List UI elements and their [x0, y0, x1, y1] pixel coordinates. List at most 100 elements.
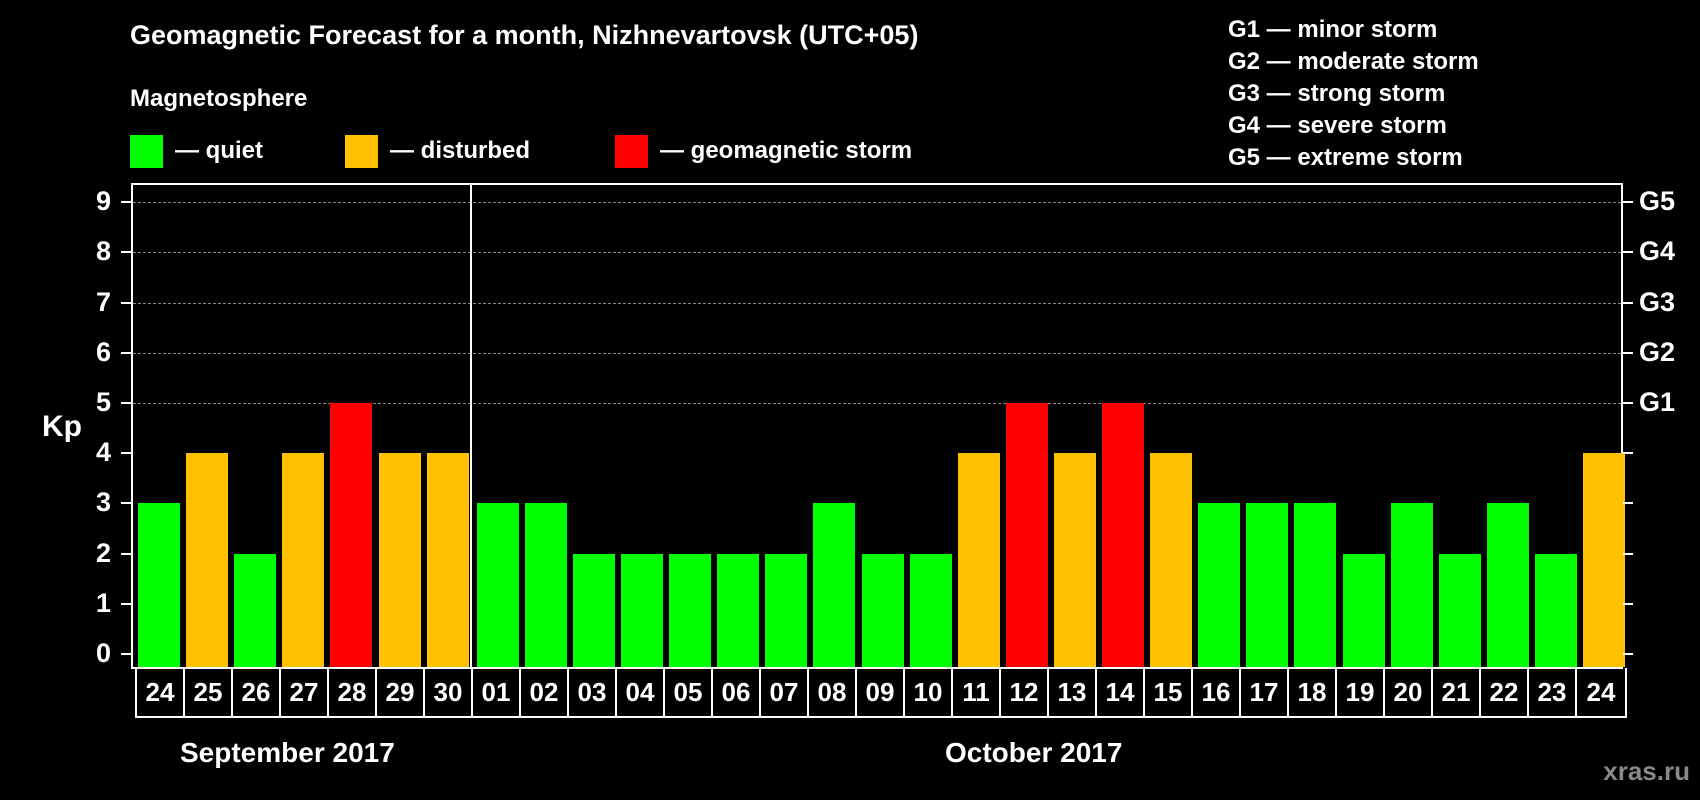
y-tick-label: 3 — [95, 487, 111, 518]
month-label-september: September 2017 — [180, 737, 395, 768]
x-day-label: 15 — [1145, 668, 1193, 716]
grid-line — [133, 403, 1621, 404]
y-tick-right — [1623, 452, 1633, 455]
y-tick-left — [121, 351, 131, 354]
x-day-label: 12 — [1001, 668, 1049, 716]
g-scale-item: G4 — severe storm — [1228, 112, 1447, 139]
x-day-label: 07 — [761, 668, 809, 716]
month-divider — [470, 185, 472, 667]
bar-storm — [330, 403, 373, 667]
x-day-label: 01 — [473, 668, 521, 716]
y-tick-right — [1623, 351, 1633, 354]
bar-quiet — [524, 503, 567, 667]
y-tick-right — [1623, 201, 1633, 204]
disturbed-swatch — [345, 134, 378, 168]
bar-quiet — [717, 553, 760, 667]
y-tick-label: 9 — [95, 186, 111, 217]
x-day-label: 09 — [857, 668, 905, 716]
bar-disturbed — [1583, 453, 1625, 667]
x-day-label: 06 — [713, 668, 761, 716]
x-day-label: 20 — [1385, 668, 1433, 716]
x-day-label: 21 — [1433, 668, 1481, 716]
legend-label: — geomagnetic storm — [660, 137, 913, 164]
y-tick-left — [121, 251, 131, 254]
bar-quiet — [1246, 503, 1289, 667]
bar-disturbed — [426, 453, 469, 667]
y-tick-left — [121, 502, 131, 505]
x-day-label: 16 — [1193, 668, 1241, 716]
x-day-label: 13 — [1049, 668, 1097, 716]
y-tick-label: 0 — [95, 638, 111, 668]
g-scale-legend: G1 — minor storm G2 — moderate storm G3 … — [1228, 14, 1479, 174]
x-day-label: 25 — [185, 668, 233, 716]
y-tick-left — [121, 452, 131, 455]
bar-quiet — [234, 553, 277, 667]
bar-quiet — [1390, 503, 1433, 667]
g-level-label: G2 — [1639, 336, 1676, 367]
y-tick-left — [121, 552, 131, 555]
legend-label: — quiet — [175, 137, 263, 164]
x-day-label: 24 — [1586, 676, 1616, 707]
x-day-label: 17 — [1241, 668, 1289, 716]
bar-quiet — [572, 553, 615, 667]
g-scale-item: G1 — minor storm — [1228, 16, 1438, 43]
y-tick-right — [1623, 653, 1633, 655]
y-tick-label: 1 — [95, 587, 111, 618]
legend-quiet: — quiet — [130, 134, 263, 168]
bar-quiet — [1438, 553, 1481, 667]
y-tick-left — [121, 201, 131, 204]
bar-storm — [1005, 403, 1048, 667]
y-tick-left — [121, 402, 131, 404]
y-tick-label: 7 — [95, 286, 111, 317]
grid-line — [133, 252, 1621, 254]
bar-quiet — [669, 553, 712, 667]
bar-disturbed — [1150, 453, 1193, 667]
y-tick-label: 8 — [95, 236, 111, 267]
x-day-label: 27 — [281, 668, 329, 716]
watermark: xras.ru — [1603, 756, 1690, 786]
g-scale-item: G2 — moderate storm — [1228, 48, 1479, 75]
g-level-label: G5 — [1639, 186, 1676, 217]
y-tick-label: 6 — [95, 336, 111, 367]
bar-quiet — [1342, 553, 1385, 667]
x-axis-day-labels: 24 25 26 27 28 29 30 01 02 03 04 05 06 07 08 09 10 11 12 13… — [135, 668, 1627, 718]
bar-quiet — [476, 503, 519, 667]
grid-line — [133, 302, 1621, 304]
bar-quiet — [1294, 503, 1337, 667]
bar-quiet — [138, 503, 180, 667]
grid-line — [133, 352, 1621, 354]
y-tick-label: 5 — [95, 387, 111, 417]
grid-line — [133, 202, 1621, 204]
legend-disturbed: — disturbed — [345, 134, 530, 168]
bar-quiet — [1486, 503, 1529, 667]
g-level-label: G1 — [1639, 387, 1676, 417]
y-tick-right — [1623, 552, 1633, 555]
bar-disturbed — [378, 453, 421, 667]
bar-quiet — [1534, 553, 1577, 667]
x-day-label: 30 — [425, 668, 473, 716]
x-day-label: 05 — [665, 668, 713, 716]
y-tick-right — [1623, 502, 1633, 505]
x-day-label: 11 — [953, 668, 1001, 716]
x-day-label: 04 — [617, 668, 665, 716]
y-tick-label: 2 — [95, 537, 111, 568]
bar-quiet — [909, 553, 952, 667]
bar-disturbed — [957, 453, 1000, 667]
bar-disturbed — [1053, 453, 1096, 667]
y-tick-left — [121, 602, 131, 605]
x-day-label: 26 — [233, 668, 281, 716]
g-scale-item: G5 — extreme storm — [1228, 144, 1463, 171]
x-day-label: 10 — [905, 668, 953, 716]
g-level-label: G4 — [1639, 236, 1676, 267]
plot-area: 0 1 2 3 4 5 G1 6 G2 7 G3 8 G4 9 G5 — [96, 183, 1675, 669]
legend-label: — disturbed — [390, 137, 531, 164]
x-day-label: 22 — [1481, 668, 1529, 716]
bar-quiet — [765, 553, 808, 667]
month-label-october: October 2017 — [945, 737, 1123, 768]
x-day-label: 02 — [521, 668, 569, 716]
x-day-label: 08 — [809, 668, 857, 716]
bar-quiet — [1198, 503, 1241, 667]
y-tick-left — [121, 301, 131, 304]
g-scale-item: G3 — strong storm — [1228, 80, 1446, 107]
y-tick-right — [1623, 402, 1633, 404]
